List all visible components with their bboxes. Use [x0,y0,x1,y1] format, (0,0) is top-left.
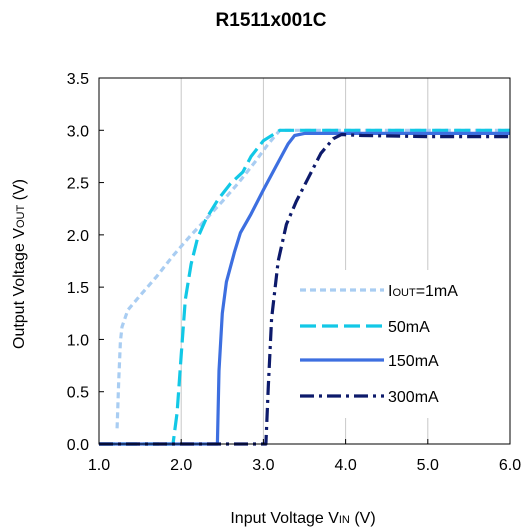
y-tick-label: 2.5 [67,176,89,193]
legend-label-1ma: IOUT=1mA [388,283,458,300]
x-tick-label: 3.0 [252,457,274,474]
legend-label-150ma: 150mA [388,353,439,370]
series-group [99,128,510,446]
series-line-50ma [99,128,510,446]
plot-frame [98,77,511,445]
y-tick-label: 0.5 [67,385,89,402]
legend-background [286,270,494,418]
y-tick-label: 1.0 [67,332,89,349]
x-tick-label: 1.0 [88,457,110,474]
series-line-150ma [99,131,510,446]
series-line-300ma [99,132,510,446]
x-axis-title: Input Voltage VIN (V) [230,510,375,527]
x-tick-label: 2.0 [170,457,192,474]
x-tick-label: 5.0 [417,457,439,474]
chart-title: R1511x001C [216,10,327,31]
legend-label-300ma: 300mA [388,389,439,406]
y-tick-label: 3.0 [67,123,89,140]
y-tick-label: 1.5 [67,280,89,297]
x-tick-label: 4.0 [334,457,356,474]
tick-labels: 1.0 2.0 3.0 4.0 5.0 6.0 0.0 0.5 1.0 1.5 2.0 2.5 3.0 3… [67,71,521,474]
axes [98,77,511,445]
y-axis-title: Output Voltage VOUT (V) [11,179,28,349]
y-tick-label: 2.0 [67,228,89,245]
y-tick-label: 3.5 [67,71,89,88]
y-tick-label: 0.0 [67,437,89,454]
x-tick-label: 6.0 [499,457,521,474]
series-line-1ma [115,128,510,429]
legend: IOUT=1mA 50mA 150mA 300mA [286,270,494,418]
legend-label-50ma: 50mA [388,319,430,336]
